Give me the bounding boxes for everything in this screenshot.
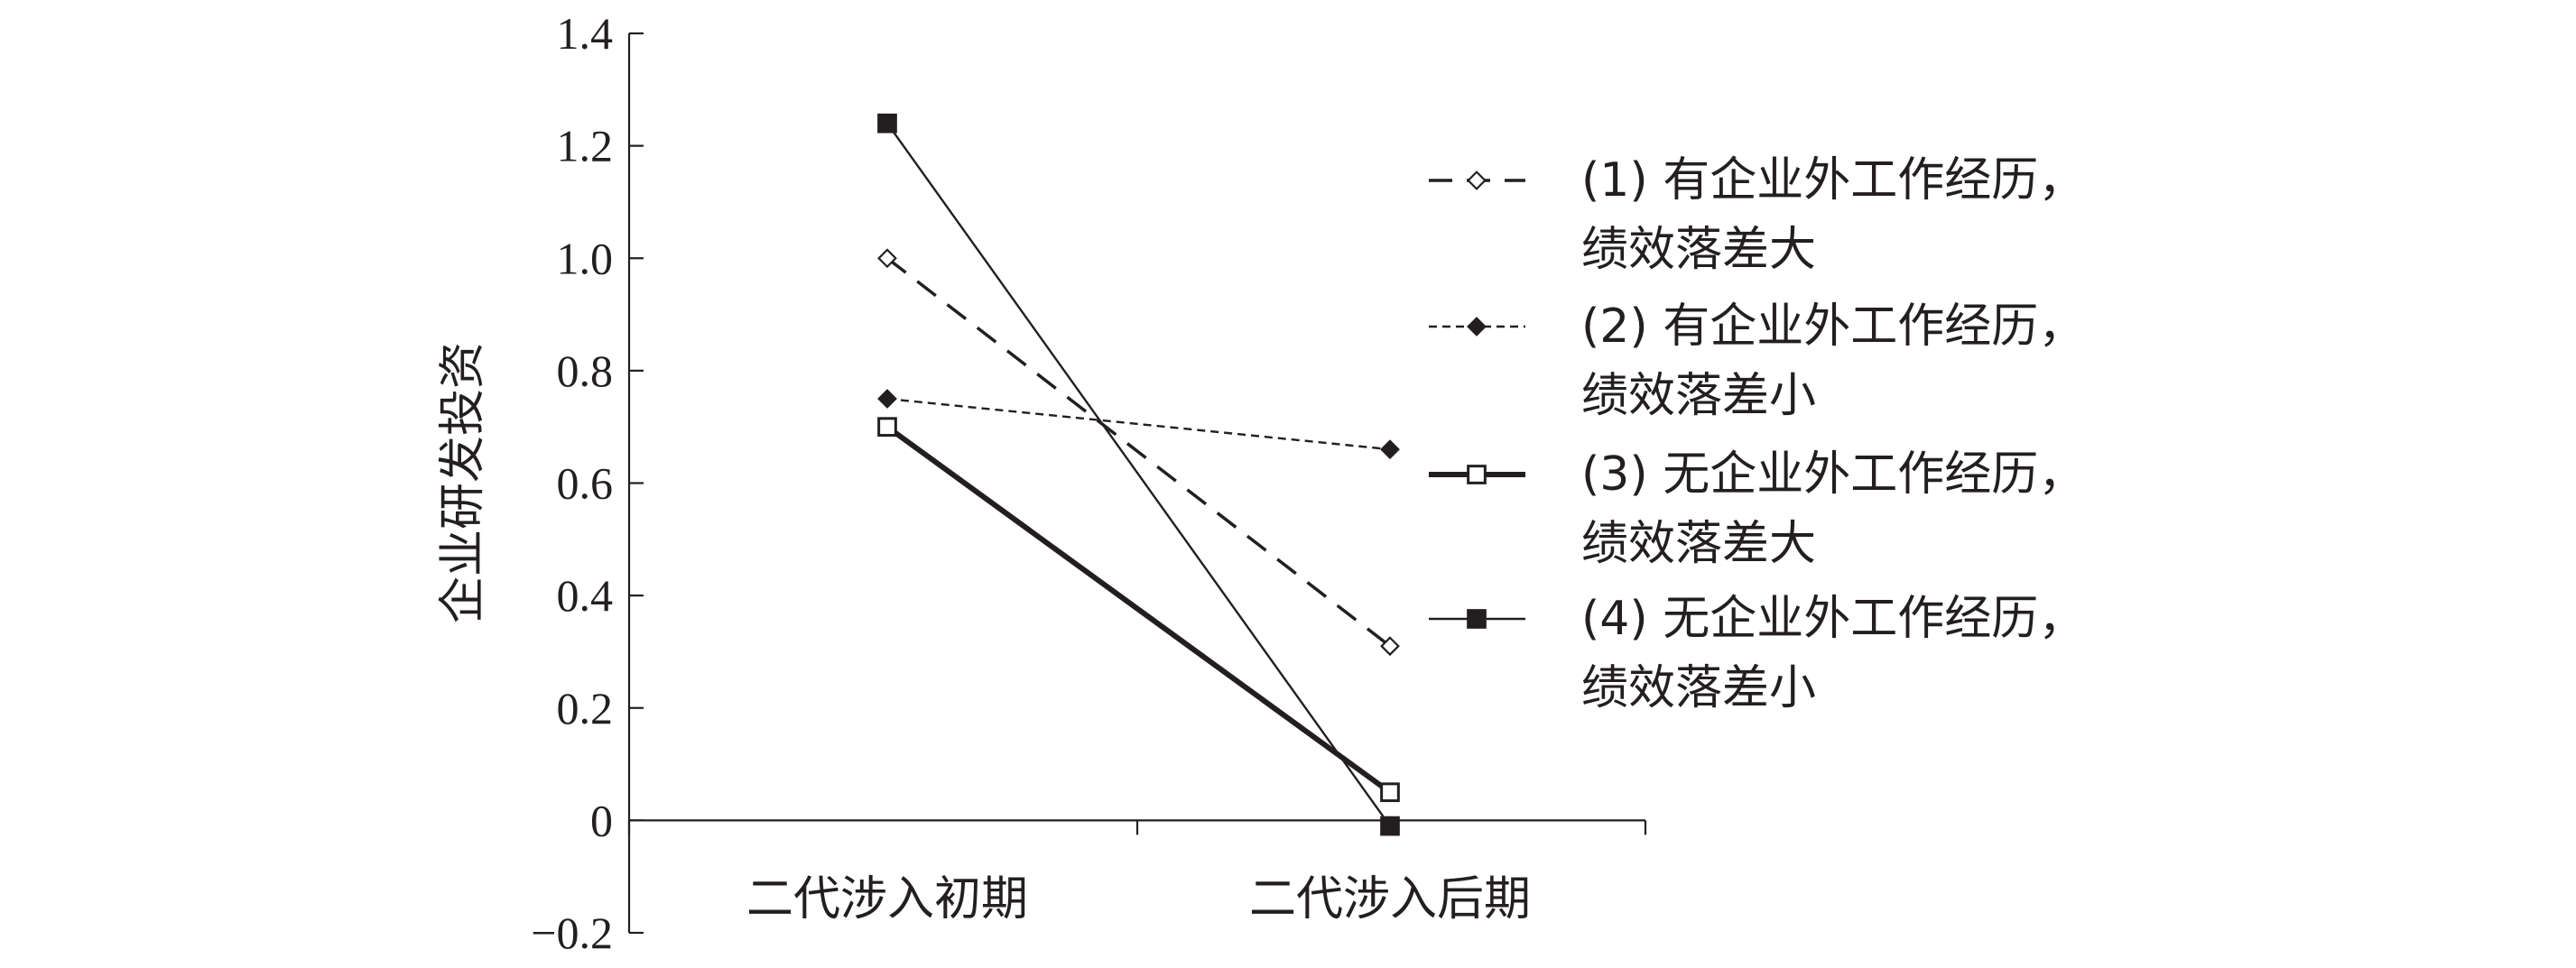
series-3 (877, 417, 1400, 803)
y-tick-label: 1.4 (557, 8, 614, 59)
data-point-marker (1467, 317, 1487, 336)
legend-label: (2) 有企业外工作经历， (1581, 300, 2085, 354)
data-point-marker (1467, 171, 1487, 190)
x-category-label: 二代涉入后期 (1249, 872, 1531, 927)
data-point-marker (877, 113, 897, 134)
series-4 (877, 113, 1400, 836)
data-point-marker (1467, 609, 1487, 629)
y-tick-label: 1.2 (557, 121, 614, 171)
series-line (886, 397, 1391, 451)
y-tick-label: 0.4 (557, 570, 614, 621)
y-tick-label: 0.6 (557, 458, 614, 509)
legend-item-1: (1) 有企业外工作经历， 绩效落差大 (1429, 153, 2085, 277)
axes: −0.2 0 0.2 0.4 0.6 0.8 1.0 1.2 1.4 二代涉入初期 二代涉入后期 企业… (436, 8, 1647, 958)
legend-label: 绩效落差小 (1581, 661, 1816, 715)
y-tick-label: 0.8 (557, 346, 614, 396)
y-tick-label: −0.2 (531, 908, 613, 958)
data-point-marker (877, 248, 897, 269)
legend-item-4: (4) 无企业外工作经历， 绩效落差小 (1429, 592, 2085, 715)
legend-label: (3) 无企业外工作经历， (1581, 447, 2085, 502)
legend-label: 绩效落差小 (1581, 369, 1816, 423)
legend-label: (4) 无企业外工作经历， (1581, 592, 2085, 646)
series-group (877, 113, 1400, 836)
data-point-marker (1380, 782, 1400, 803)
legend-item-3: (3) 无企业外工作经历， 绩效落差大 (1429, 447, 2085, 571)
data-point-marker (1380, 816, 1400, 836)
data-point-marker (1380, 636, 1400, 657)
series-line (886, 123, 1391, 827)
legend-label: 绩效落差大 (1581, 223, 1816, 277)
data-point-marker (1380, 439, 1400, 460)
data-point-marker (1467, 465, 1487, 484)
x-category-label: 二代涉入初期 (746, 872, 1028, 927)
series-line (885, 256, 1392, 648)
series-line (885, 424, 1392, 795)
series-2 (877, 389, 1400, 460)
y-tick-label: 0 (590, 795, 613, 845)
data-point-marker (877, 389, 897, 409)
y-tick-label: 1.0 (557, 233, 614, 283)
legend-label: 绩效落差大 (1581, 517, 1816, 571)
y-axis-title: 企业研发投资 (436, 342, 490, 623)
legend-label: (1) 有企业外工作经历， (1581, 153, 2085, 207)
series-1 (877, 248, 1400, 657)
y-tick-label: 0.2 (557, 683, 614, 733)
data-point-marker (877, 417, 897, 438)
legend: (1) 有企业外工作经历， 绩效落差大 (2) 有企业外工作经历， 绩效落差小 (3) … (1429, 153, 2085, 715)
legend-item-2: (2) 有企业外工作经历， 绩效落差小 (1429, 300, 2085, 423)
